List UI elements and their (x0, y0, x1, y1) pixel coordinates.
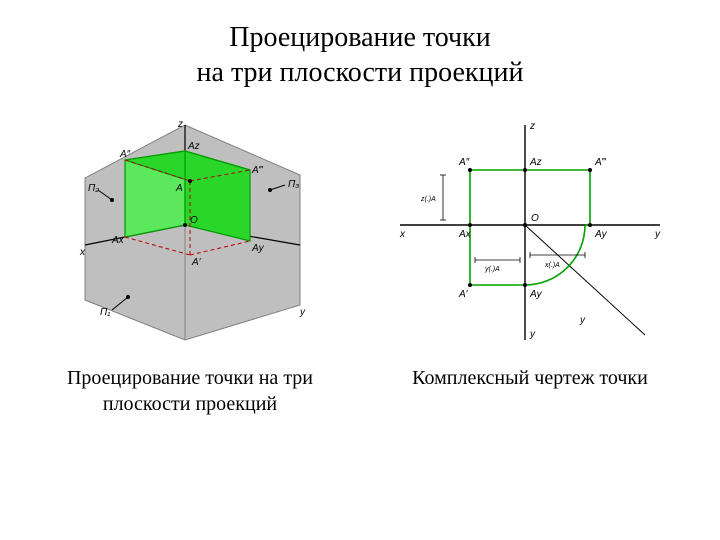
title-line2: на три плоскости проекций (197, 57, 524, 88)
lbl-A-left: А (175, 183, 183, 194)
lbl-P1: П₁ (100, 307, 110, 318)
right-diagram-box: z x y y y O А″ Аz А‴ Аx Аy А′ Аy z(.)A y… (370, 115, 690, 345)
lbl-z-c: z (529, 121, 535, 132)
caption-left: Проецирование точки на три плоскости про… (30, 365, 350, 417)
lbl-Az-left: Аz (187, 141, 200, 152)
lbl-A2-c: А″ (458, 157, 470, 168)
lbl-y-left: y (299, 307, 306, 318)
lbl-Ay-c-right: Аy (594, 229, 608, 240)
diagrams-row: z x y O А″ Аz А А‴ Аx А′ Аy П₂ П₃ П₁ (30, 115, 690, 345)
title-line1: Проецирование точки (229, 22, 490, 53)
lbl-y-c-diag: y (579, 315, 586, 326)
point-O (183, 223, 187, 227)
caption-right: Комплексный чертеж точки (370, 365, 690, 417)
lbl-y-c-right: y (654, 229, 661, 240)
lbl-A3-left: А‴ (251, 165, 264, 176)
left-diagram-box: z x y O А″ Аz А А‴ Аx А′ Аy П₂ П₃ П₁ (30, 115, 350, 345)
lbl-Ay-left: Аy (251, 243, 265, 254)
lbl-A3-c: А‴ (594, 157, 607, 168)
lbl-zA: z(.)A (420, 196, 436, 203)
axonometric-svg: z x y O А″ Аz А А‴ Аx А′ Аy П₂ П₃ П₁ (50, 115, 330, 345)
captions-row: Проецирование точки на три плоскости про… (30, 365, 690, 417)
lbl-A1-left: А′ (191, 257, 202, 268)
lbl-O-c: O (531, 213, 539, 224)
lbl-A2-left: А″ (119, 149, 131, 160)
axis-y-diag (525, 225, 645, 335)
point-A (188, 179, 192, 183)
complex-drawing-svg: z x y y y O А″ Аz А‴ Аx Аy А′ Аy z(.)A y… (385, 115, 675, 345)
lbl-x-left: x (79, 247, 86, 258)
page-title: Проецирование точки на три плоскости про… (30, 20, 690, 90)
lbl-z-left: z (177, 119, 183, 130)
lbl-y-c-down: y (529, 329, 536, 340)
lbl-Az-c: Аz (529, 157, 542, 168)
lbl-x-c: x (399, 229, 406, 240)
lbl-yA: y(.)A (484, 266, 500, 273)
lbl-xA: x(.)A (544, 262, 560, 269)
lbl-A1-c: А′ (458, 289, 469, 300)
lbl-Ax-c: Аx (458, 229, 472, 240)
lbl-Ay-c-down: Аy (529, 289, 543, 300)
lbl-Ax-left: Аx (111, 235, 125, 246)
lbl-O-left: O (190, 215, 198, 226)
lbl-P3: П₃ (288, 179, 299, 190)
lbl-P2: П₂ (88, 183, 99, 194)
